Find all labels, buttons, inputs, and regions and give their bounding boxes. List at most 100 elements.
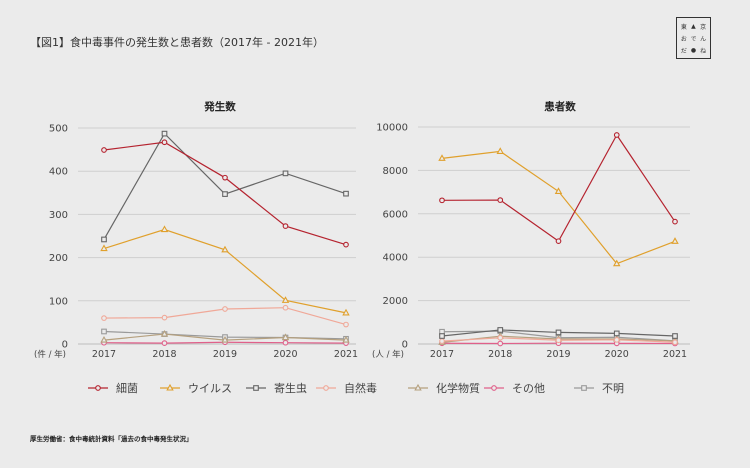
chart-title: 発生数 <box>203 100 236 113</box>
legend-label: 不明 <box>602 382 624 395</box>
circle-marker-icon <box>88 385 108 391</box>
legend-marker <box>581 385 587 391</box>
y-tick-label: 300 <box>49 210 68 221</box>
figure-title: 【図1】食中毒事件の発生数と患者数（2017年 - 2021年） <box>30 36 324 49</box>
x-tick-label: 2018 <box>488 349 512 360</box>
data-point <box>497 327 504 333</box>
square-marker-icon <box>246 385 266 391</box>
legend-marker <box>166 383 174 391</box>
triangle-marker-icon <box>160 383 180 391</box>
legend: 細菌 ウイルス 寄生虫 自然毒 化学物質 その他 不明 <box>0 380 750 396</box>
legend-label: 自然毒 <box>344 382 377 395</box>
series-line <box>441 150 676 265</box>
data-point <box>282 170 289 177</box>
legend-item: ウイルス <box>160 380 232 396</box>
legend-item: 寄生虫 <box>246 380 307 396</box>
legend-marker <box>491 385 497 391</box>
chart-1: 発生数 0 100 200 300 400 500 (件 / 年) 2017 2018 2019 20… <box>34 100 358 360</box>
y-tick-label: 0 <box>62 340 68 351</box>
data-point <box>439 197 445 204</box>
y-tick-label: 8000 <box>383 166 408 177</box>
data-point <box>343 321 349 328</box>
x-tick-label: 2021 <box>663 349 687 360</box>
logo-char: お <box>680 35 687 43</box>
x-tick-label: 2017 <box>430 349 454 360</box>
data-point <box>101 315 107 321</box>
legend-item: 自然毒 <box>316 380 377 396</box>
data-point <box>613 336 620 343</box>
series-細菌 <box>101 139 349 248</box>
data-point <box>221 335 229 343</box>
data-point <box>342 308 350 316</box>
data-point <box>343 241 349 248</box>
x-tick-label: 2019 <box>213 349 237 360</box>
series-寄生虫 <box>439 327 678 339</box>
series-細菌 <box>439 132 678 245</box>
legend-label: ウイルス <box>188 382 232 395</box>
data-point <box>282 304 289 311</box>
legend-item: 細菌 <box>88 380 138 396</box>
legend-item: その他 <box>484 380 545 396</box>
x-tick-label: 2021 <box>334 349 358 360</box>
x-tick-label: 2020 <box>273 349 297 360</box>
data-point <box>497 334 504 341</box>
y-tick-label: 200 <box>49 253 68 264</box>
data-point <box>160 225 169 233</box>
data-point <box>439 338 445 344</box>
data-point <box>160 329 169 337</box>
x-tick-label: 2017 <box>92 349 116 360</box>
legend-item: 不明 <box>574 380 624 396</box>
logo-char: で <box>690 35 697 43</box>
y-tick-label: 2000 <box>383 296 408 307</box>
data-point <box>439 333 445 339</box>
data-point <box>282 339 289 346</box>
data-point <box>343 190 349 197</box>
data-point <box>161 130 168 137</box>
data-point <box>282 223 289 229</box>
data-point <box>222 191 228 197</box>
data-point <box>101 328 107 335</box>
series-ウイルス <box>438 147 679 267</box>
data-point <box>342 335 350 343</box>
data-point <box>671 237 679 244</box>
chart-2: 患者数 0 2000 4000 6000 8000 10000 (人 / 年) 2017 2018… <box>372 100 690 360</box>
data-point <box>101 236 107 243</box>
data-point <box>161 139 168 146</box>
data-point <box>101 147 107 153</box>
data-point <box>554 187 563 194</box>
series-line <box>103 132 347 240</box>
data-point <box>221 245 229 253</box>
y-axis-unit-label: (件 / 年) <box>34 349 66 360</box>
series-化学物質 <box>100 329 350 343</box>
logo-char: ん <box>700 35 707 43</box>
logo-char: ▲ <box>691 22 696 30</box>
data-point <box>497 197 504 203</box>
legend-marker <box>253 385 259 391</box>
data-point <box>613 259 621 267</box>
circle-marker-icon <box>316 385 336 391</box>
logo-char: ● <box>690 46 697 54</box>
logo-char: ね <box>700 47 707 55</box>
data-point <box>438 154 446 161</box>
data-point <box>496 147 504 154</box>
legend-label: 細菌 <box>116 382 138 395</box>
data-point <box>672 333 678 339</box>
y-tick-label: 0 <box>402 340 408 351</box>
y-tick-label: 400 <box>49 167 68 178</box>
data-point <box>222 306 228 312</box>
y-tick-label: 500 <box>49 124 68 135</box>
data-point <box>613 132 620 138</box>
data-point <box>281 296 290 303</box>
triangle-marker-icon <box>408 383 428 391</box>
source-note: 厚生労働省：食中毒統計資料「過去の食中毒発生状況」 <box>30 435 193 443</box>
series-寄生虫 <box>101 130 349 243</box>
logo-char: だ <box>680 47 687 55</box>
data-point <box>555 329 562 336</box>
legend-label: その他 <box>512 382 545 395</box>
data-point <box>613 330 620 337</box>
data-point <box>161 314 168 321</box>
legend-item: 化学物質 <box>408 380 480 396</box>
data-point <box>281 333 290 341</box>
data-point <box>100 335 108 343</box>
